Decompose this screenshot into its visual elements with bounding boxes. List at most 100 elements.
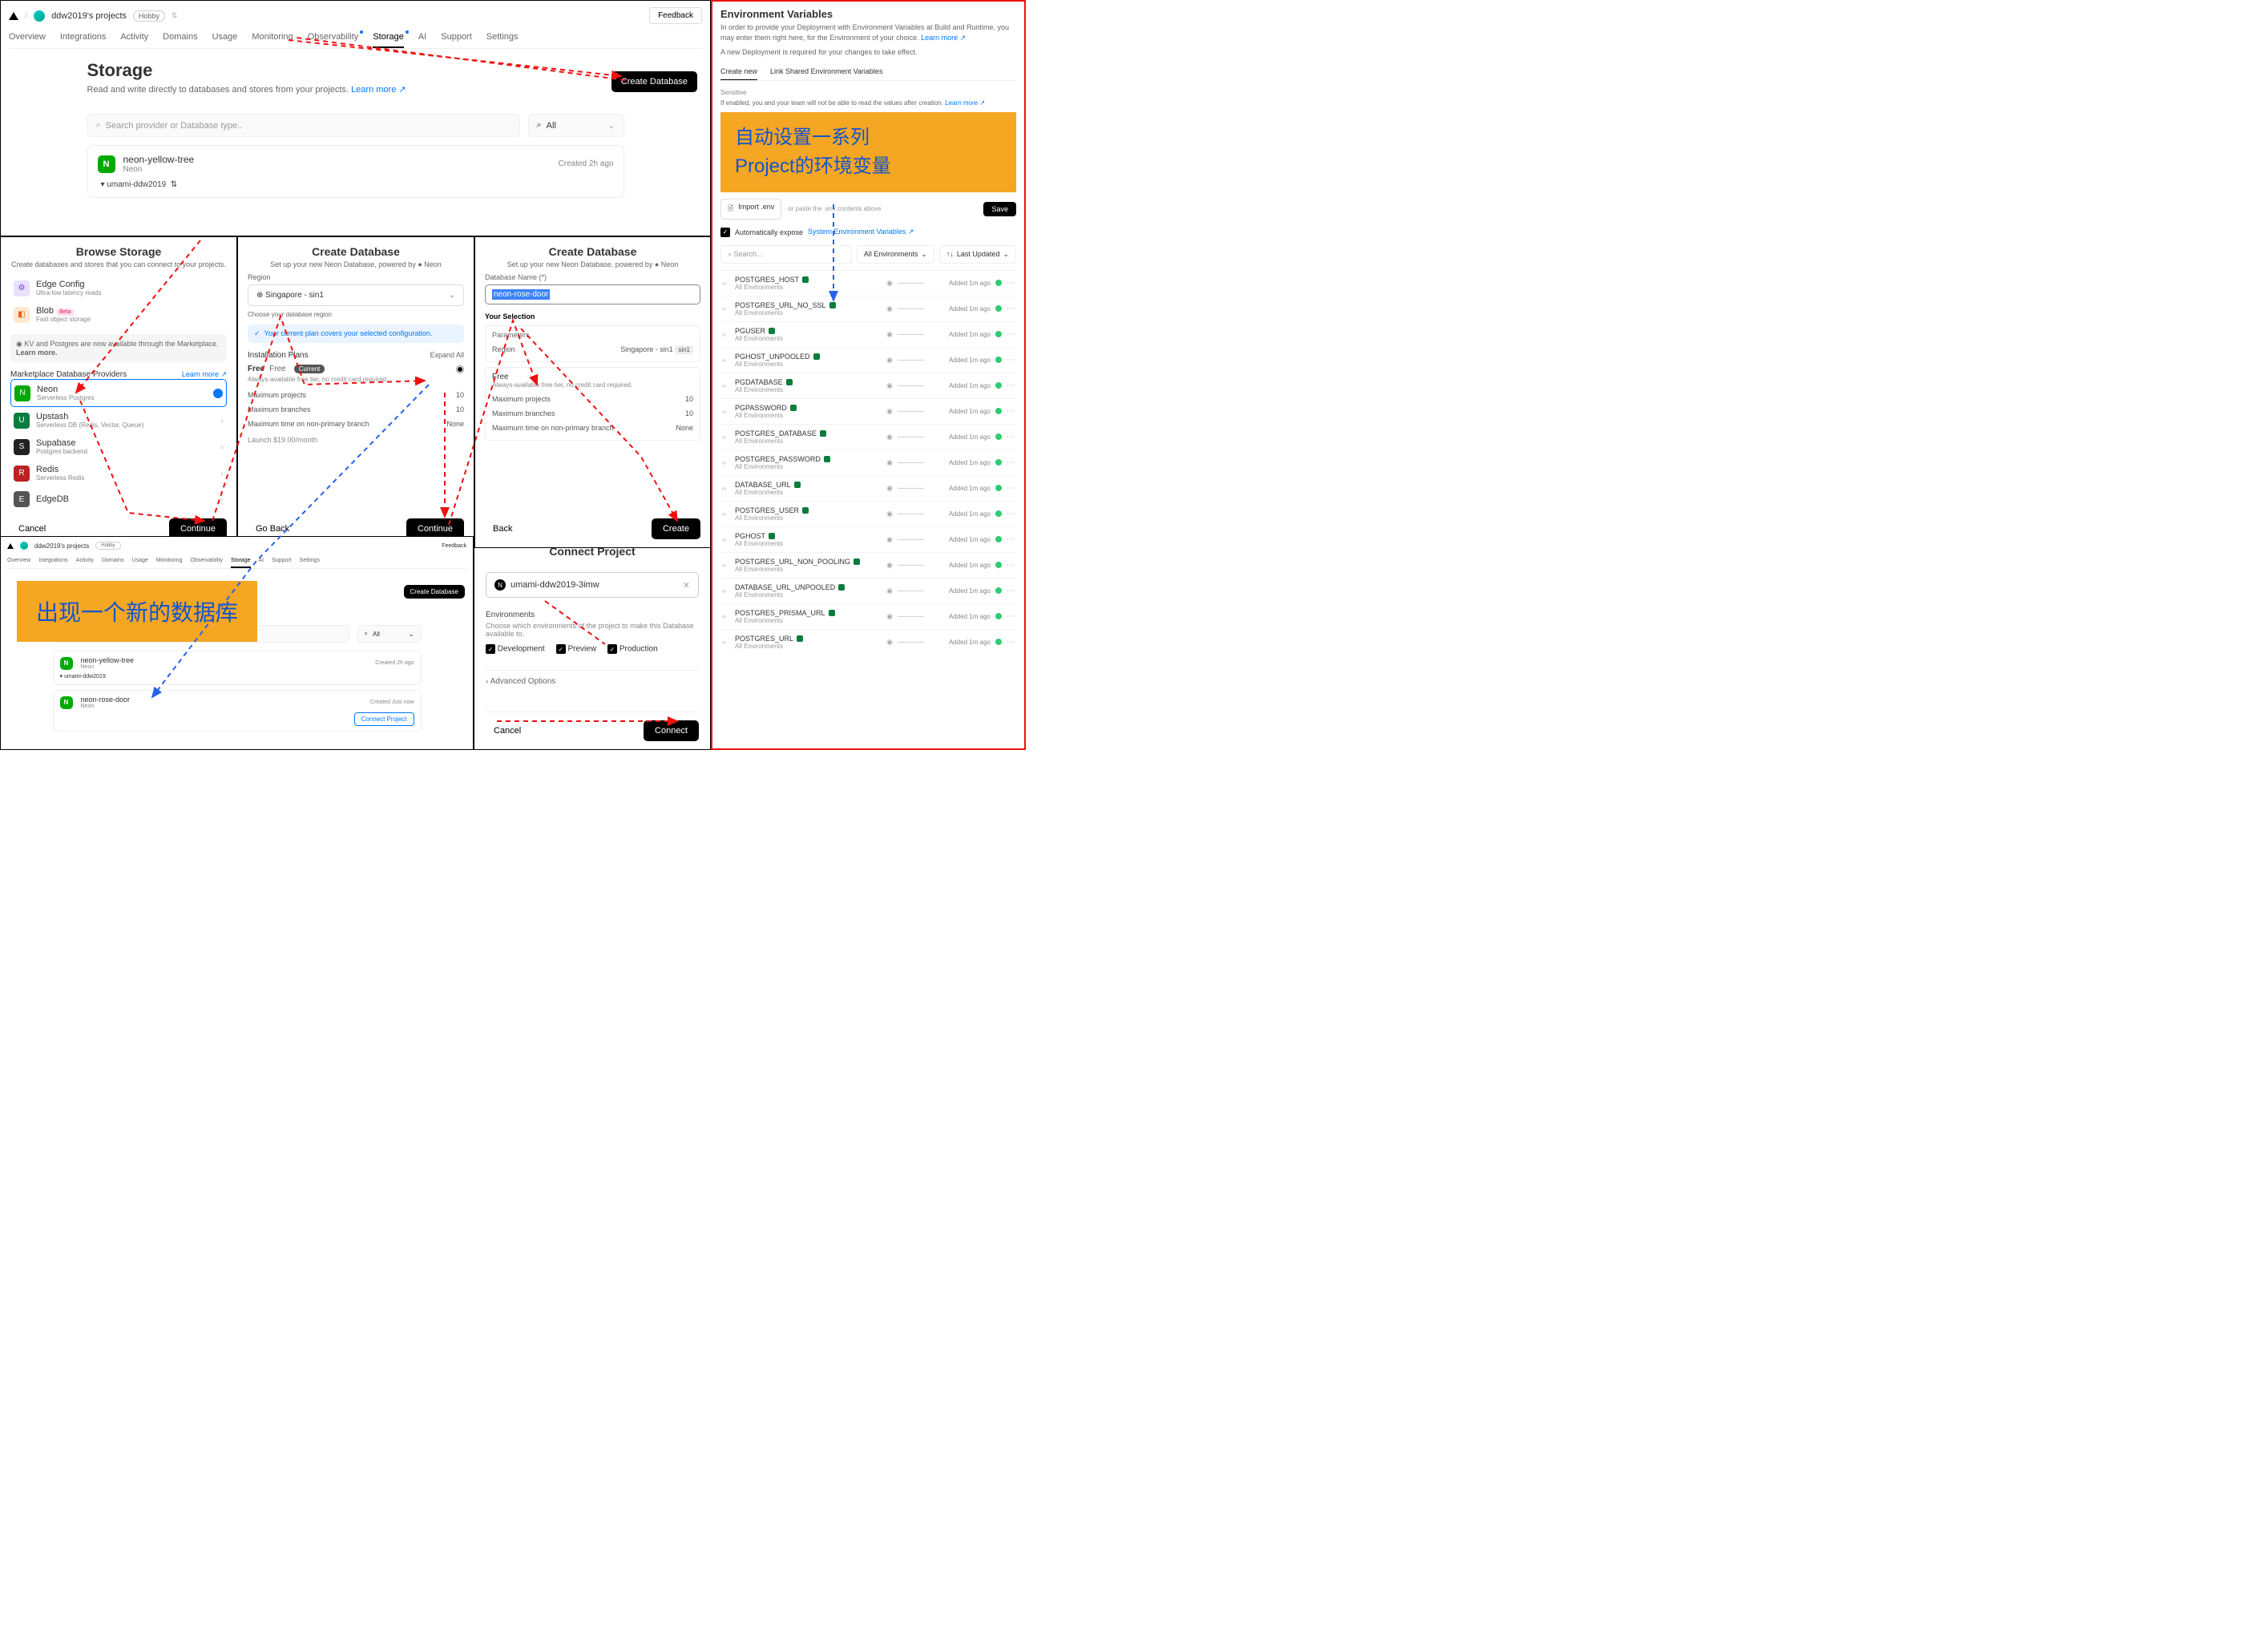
db-name-input[interactable]: neon-rose-door [485, 284, 700, 304]
database-card[interactable]: N neon-yellow-treeNeon Created 2h ago ▾ … [53, 651, 422, 685]
menu-icon[interactable]: ⋯ [1007, 638, 1015, 647]
menu-icon[interactable]: ⋯ [1007, 407, 1015, 416]
menu-icon[interactable]: ⋯ [1007, 279, 1015, 288]
menu-icon[interactable]: ⋯ [1007, 484, 1015, 493]
tab-integrations[interactable]: Integrations [60, 32, 106, 48]
tab-observability[interactable]: Observability [191, 558, 223, 568]
provider-upstash[interactable]: U UpstashServerless DB (Redis, Vector, Q… [10, 407, 227, 433]
expand-all-link[interactable]: Expand All [430, 351, 464, 360]
menu-icon[interactable]: ⋯ [1007, 304, 1015, 313]
tab-activity[interactable]: Activity [120, 32, 148, 48]
env-var-row[interactable]: ‹› PGHOST All Environments ◉ -----------… [720, 526, 1016, 552]
menu-icon[interactable]: ⋯ [1007, 587, 1015, 595]
learn-more-link[interactable]: Learn more ↗ [921, 34, 966, 42]
provider-supabase[interactable]: S SupabasePostgres backend › [10, 433, 227, 460]
region-select[interactable]: ⊕ Singapore - sin1 ⌄ [248, 284, 464, 306]
eye-icon[interactable]: ◉ [886, 638, 893, 647]
eye-icon[interactable]: ◉ [886, 279, 893, 288]
eye-icon[interactable]: ◉ [886, 587, 893, 595]
provider-redis[interactable]: R RedisServerless Redis › [10, 460, 227, 486]
env-var-row[interactable]: ‹› POSTGRES_URL All Environments ◉ -----… [720, 629, 1016, 655]
tab-usage[interactable]: Usage [212, 32, 238, 48]
env-checkbox-preview[interactable]: ✓ Preview [556, 644, 596, 654]
project-name[interactable]: ddw2019's projects [51, 11, 127, 21]
eye-icon[interactable]: ◉ [886, 330, 893, 339]
menu-icon[interactable]: ⋯ [1007, 381, 1015, 390]
connect-project-button[interactable]: Connect Project [354, 712, 414, 726]
menu-icon[interactable]: ⋯ [1007, 356, 1015, 365]
feedback-button[interactable]: Feedback [649, 7, 702, 24]
env-var-row[interactable]: ‹› PGDATABASE All Environments ◉ -------… [720, 373, 1016, 398]
tab-create-new[interactable]: Create new [720, 67, 757, 80]
env-var-row[interactable]: ‹› POSTGRES_URL_NO_SSL All Environments … [720, 296, 1016, 321]
tab-usage[interactable]: Usage [132, 558, 148, 568]
auto-expose-row[interactable]: ✓ Automatically expose System Environmen… [720, 228, 1016, 237]
edge-config-item[interactable]: ⚙ Edge ConfigUltra-low latency reads [10, 275, 227, 301]
tab-storage[interactable]: Storage [373, 32, 404, 48]
env-var-row[interactable]: ‹› POSTGRES_PASSWORD All Environments ◉ … [720, 450, 1016, 475]
avatar-icon[interactable] [34, 10, 45, 22]
env-var-row[interactable]: ‹› PGPASSWORD All Environments ◉ -------… [720, 398, 1016, 424]
env-var-row[interactable]: ‹› DATABASE_URL_UNPOOLED All Environment… [720, 578, 1016, 603]
tab-support[interactable]: Support [272, 558, 292, 568]
env-checkbox-development[interactable]: ✓ Development [486, 644, 545, 654]
eye-icon[interactable]: ◉ [886, 381, 893, 390]
eye-icon[interactable]: ◉ [886, 510, 893, 518]
project-select[interactable]: N umami-ddw2019-3imw ✕ [486, 572, 699, 598]
env-var-row[interactable]: ‹› POSTGRES_HOST All Environments ◉ ----… [720, 270, 1016, 296]
vercel-logo-icon[interactable] [7, 543, 14, 549]
radio-icon[interactable] [456, 365, 464, 373]
tab-domains[interactable]: Domains [163, 32, 197, 48]
tab-monitoring[interactable]: Monitoring [156, 558, 183, 568]
system-env-link[interactable]: System Environment Variables ↗ [808, 228, 914, 236]
menu-icon[interactable]: ⋯ [1007, 330, 1015, 339]
tab-settings[interactable]: Settings [300, 558, 320, 568]
advanced-options[interactable]: › Advanced Options [486, 670, 699, 692]
create-database-button[interactable]: Create Database [404, 585, 465, 599]
tab-overview[interactable]: Overview [7, 558, 30, 568]
env-var-row[interactable]: ‹› POSTGRES_PRISMA_URL All Environments … [720, 603, 1016, 629]
tab-settings[interactable]: Settings [486, 32, 519, 48]
learn-more-link[interactable]: Learn more ↗ [351, 85, 406, 95]
menu-icon[interactable]: ⋯ [1007, 510, 1015, 518]
project-name[interactable]: ddw2019's projects [34, 542, 89, 550]
cancel-button[interactable]: Cancel [486, 720, 529, 741]
launch-plan[interactable]: Launch $19.00/month [248, 436, 464, 444]
create-database-button[interactable]: Create Database [611, 71, 697, 92]
checkbox-icon[interactable]: ✓ [720, 228, 730, 237]
tab-ai[interactable]: AI [259, 558, 264, 568]
tab-ai[interactable]: AI [418, 32, 426, 48]
provider-edgedb[interactable]: E EdgeDB › [10, 486, 227, 512]
env-var-row[interactable]: ‹› PGUSER All Environments ◉ -----------… [720, 321, 1016, 347]
tab-activity[interactable]: Activity [76, 558, 94, 568]
database-card[interactable]: N neon-yellow-tree Neon Created 2h ago ▾… [87, 145, 624, 198]
create-button[interactable]: Create [652, 518, 700, 539]
tab-support[interactable]: Support [441, 32, 472, 48]
provider-neon[interactable]: N NeonServerless Postgres [10, 379, 227, 407]
menu-icon[interactable]: ⋯ [1007, 433, 1015, 442]
back-button[interactable]: Back [485, 518, 520, 539]
eye-icon[interactable]: ◉ [886, 356, 893, 365]
database-card-new[interactable]: N neon-rose-doorNeon Created Just now Co… [53, 690, 422, 732]
eye-icon[interactable]: ◉ [886, 407, 893, 416]
env-var-row[interactable]: ‹› DATABASE_URL All Environments ◉ -----… [720, 475, 1016, 501]
tab-observability[interactable]: Observability [308, 32, 359, 48]
sort-dropdown[interactable]: ↑↓ Last Updated ⌄ [939, 245, 1016, 264]
eye-icon[interactable]: ◉ [886, 458, 893, 467]
menu-icon[interactable]: ⋯ [1007, 612, 1015, 621]
tab-storage[interactable]: Storage [231, 558, 251, 568]
selector-icon[interactable]: ⇅ [172, 11, 178, 20]
tab-integrations[interactable]: Integrations [38, 558, 68, 568]
learn-more-link[interactable]: Learn more ↗ [945, 99, 985, 107]
eye-icon[interactable]: ◉ [886, 304, 893, 313]
import-env-button[interactable]: 🖹Import .env [720, 199, 781, 220]
env-var-row[interactable]: ‹› POSTGRES_URL_NON_POOLING All Environm… [720, 552, 1016, 578]
vercel-logo-icon[interactable] [9, 12, 18, 20]
env-checkbox-production[interactable]: ✓ Production [607, 644, 658, 654]
close-icon[interactable]: ✕ [683, 580, 690, 591]
eye-icon[interactable]: ◉ [886, 612, 893, 621]
eye-icon[interactable]: ◉ [886, 561, 893, 570]
search-input[interactable]: ⌕ Search provider or Database type.. [87, 114, 520, 137]
eye-icon[interactable]: ◉ [886, 484, 893, 493]
env-search-input[interactable]: ⌕ Search... [720, 245, 852, 264]
